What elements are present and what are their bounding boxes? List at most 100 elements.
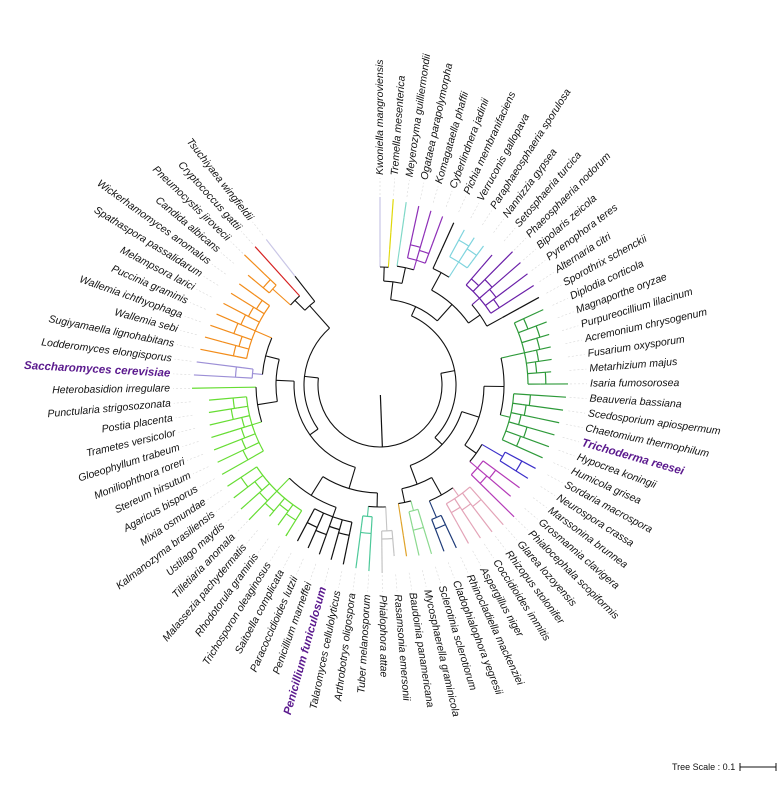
backbone-branch <box>471 297 480 306</box>
leaf-branch <box>452 540 457 549</box>
backbone-branch <box>397 503 402 522</box>
internal-branch <box>472 279 486 292</box>
leaf-branch <box>368 533 372 572</box>
leaf-guide-line <box>532 497 547 508</box>
leaf-guide-line <box>367 574 369 592</box>
leaf-label: Phialophora attae <box>377 595 390 678</box>
leaf-branch <box>307 526 319 549</box>
internal-branch <box>245 474 264 489</box>
clade-arc <box>362 515 373 518</box>
backbone-branch <box>500 352 525 359</box>
internal-arc <box>484 279 493 288</box>
backbone-branch <box>257 400 278 406</box>
internal-arc <box>264 502 275 512</box>
leaf-branch <box>459 229 465 239</box>
backbone-branch <box>390 281 394 300</box>
backbone-arc <box>317 373 443 448</box>
backbone-branch <box>276 379 295 382</box>
leaf-guide-line <box>338 571 343 588</box>
leaf-guide-line <box>225 511 239 524</box>
internal-branch <box>526 358 552 364</box>
leaf-branch <box>210 324 233 334</box>
leaf-branch <box>532 346 551 352</box>
internal-arc <box>410 244 421 248</box>
internal-branch <box>440 515 454 541</box>
leaf-branch <box>221 459 248 475</box>
clade-arc <box>268 284 277 294</box>
internal-branch <box>229 424 253 433</box>
internal-arc <box>489 289 497 298</box>
leaf-guide-line <box>395 574 398 592</box>
internal-branch <box>399 217 405 243</box>
internal-branch <box>499 460 513 470</box>
backbone-branch <box>468 314 481 324</box>
leaf-guide-line <box>433 186 439 203</box>
leaf-branch <box>192 386 231 389</box>
leaf-guide-line <box>187 453 204 461</box>
leaf-label: Saccharomyces cerevisiae <box>24 360 171 380</box>
leaf-label: Tuber melanosporum <box>355 594 373 694</box>
internal-arc <box>254 481 263 491</box>
leaf-branch <box>213 444 228 451</box>
leaf-branch <box>519 435 550 448</box>
leaf-guide-line <box>546 284 562 294</box>
leaf-guide-line <box>569 368 587 371</box>
internal-arc <box>262 279 271 289</box>
internal-branch <box>465 266 482 286</box>
leaf-branch <box>535 333 550 340</box>
backbone-branch <box>481 443 503 457</box>
leaf-guide-line <box>220 252 235 264</box>
leaf-label: Isaria fumosorosea <box>590 377 680 390</box>
internal-arc <box>241 438 247 450</box>
internal-arc <box>471 278 480 287</box>
leaf-guide-line <box>445 190 453 207</box>
leaf-branch <box>507 273 528 290</box>
internal-arc <box>240 428 246 439</box>
clade-arc <box>408 508 419 513</box>
backbone-branch <box>252 373 263 376</box>
leaf-label: Kwoniella mangroviensis <box>374 59 386 175</box>
backbone-branch <box>309 428 319 436</box>
leaf-guide-line <box>482 210 492 226</box>
internal-branch <box>222 341 249 350</box>
internal-branch <box>244 466 258 476</box>
backbone-branch <box>428 500 437 518</box>
leaf-branch <box>411 525 420 556</box>
leaf-guide-line <box>211 263 226 275</box>
leaf-branch <box>247 274 252 279</box>
tree-scale: Tree Scale : 0.1 <box>672 762 777 772</box>
leaf-branch <box>216 313 243 326</box>
leaf-branch <box>528 427 555 436</box>
leaf-guide-line <box>207 489 222 500</box>
leaf-guide-line <box>176 344 194 349</box>
internal-arc <box>488 469 497 479</box>
leaf-guide-line <box>178 428 196 433</box>
internal-arc <box>523 426 528 438</box>
internal-arc <box>493 299 500 309</box>
backbone-branch <box>434 437 443 445</box>
leaf-guide-line <box>199 478 215 488</box>
internal-branch <box>490 301 509 314</box>
internal-arc <box>535 325 541 338</box>
leaf-branch <box>200 348 237 358</box>
leaf-guide-line <box>531 260 546 271</box>
internal-branch <box>466 261 473 269</box>
internal-arc <box>435 524 446 530</box>
leaf-branch <box>296 515 312 542</box>
backbone-branch <box>385 506 388 531</box>
internal-arc <box>306 522 318 528</box>
leaf-label: Heterobasidion irregulare <box>52 382 170 396</box>
clade-arc <box>407 257 426 264</box>
tree-scale-label: Tree Scale : 0.1 <box>672 762 735 772</box>
backbone-branch <box>431 272 442 291</box>
internal-arc <box>230 408 234 420</box>
leaf-guide-line <box>252 221 264 236</box>
internal-branch <box>400 521 404 536</box>
leaf-guide-line <box>215 500 230 512</box>
leaf-guide-line <box>296 558 304 575</box>
backbone-arc <box>290 295 300 306</box>
internal-arc <box>479 475 488 484</box>
leaf-branch <box>208 398 220 401</box>
backbone-branch <box>486 316 503 327</box>
